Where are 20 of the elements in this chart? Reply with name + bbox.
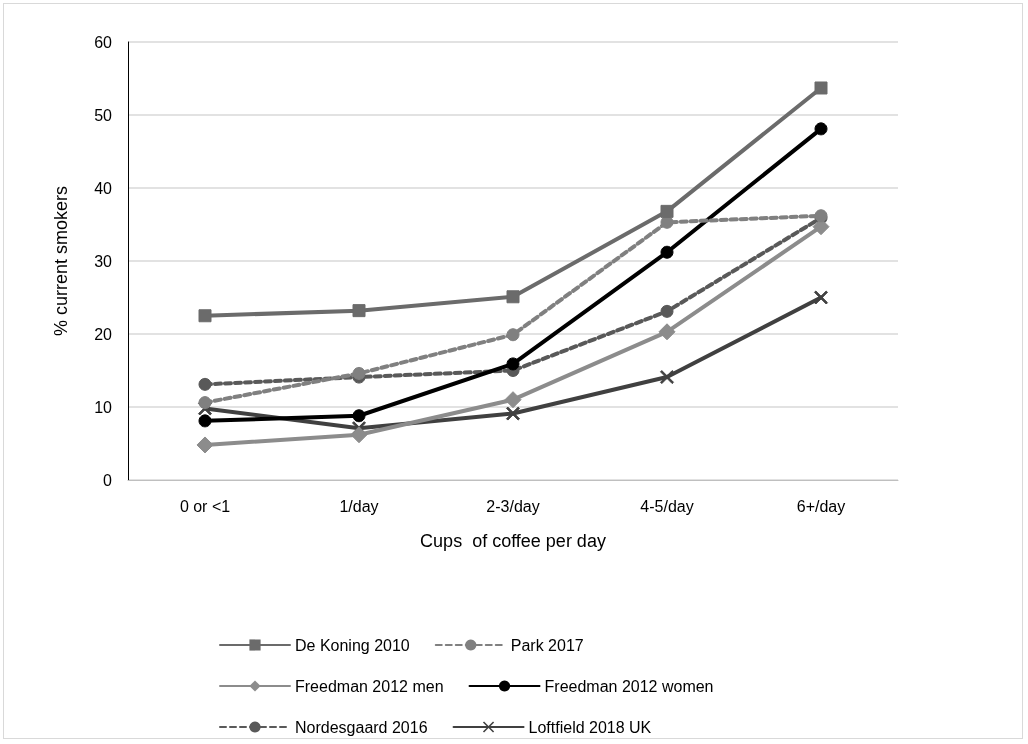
x-tick-label: 4-5/day	[640, 497, 694, 515]
y-tick-label: 30	[94, 252, 113, 270]
x-tick-label: 0 or <1	[179, 497, 231, 515]
y-tick-label: 0	[103, 471, 113, 489]
x-axis-title: Cups of coffee per day	[420, 531, 606, 551]
y-tick-label: 10	[94, 398, 113, 416]
y-tick-label: 40	[94, 179, 113, 197]
x-tick-label: 6+/day	[796, 497, 846, 515]
legend-label: Park 2017	[510, 636, 584, 654]
y-axis-title: % current smokers	[51, 185, 71, 337]
legend-label: Loftfield 2018 UK	[528, 718, 652, 736]
x-tick-label: 1/day	[339, 497, 379, 515]
legend-label: Nordesgaard 2016	[295, 718, 428, 736]
y-tick-label: 50	[94, 106, 113, 124]
y-tick-label: 60	[94, 33, 113, 51]
legend-label: Freedman 2012 men	[295, 677, 444, 695]
y-tick-label: 20	[94, 325, 113, 343]
legend-label: De Koning 2010	[295, 636, 410, 654]
x-tick-label: 2-3/day	[486, 497, 540, 515]
legend-label: Freedman 2012 women	[544, 677, 714, 695]
